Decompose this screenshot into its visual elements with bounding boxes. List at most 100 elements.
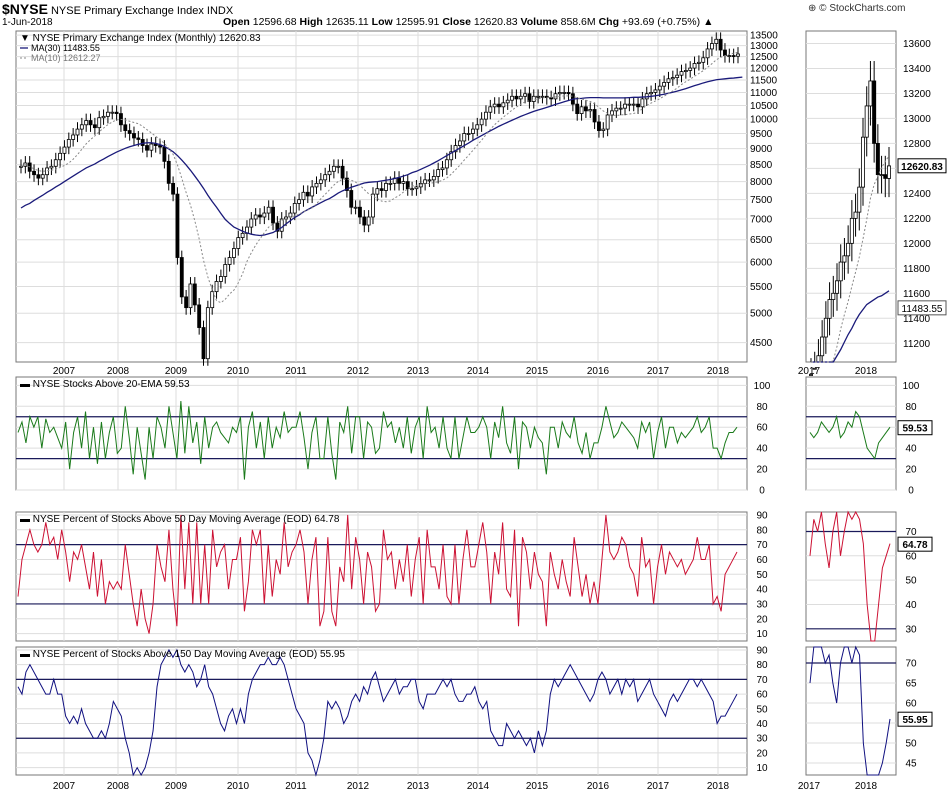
- zoom-tick-label: 30: [905, 624, 917, 635]
- panel-frame: [15, 511, 748, 642]
- candle-body: [201, 327, 206, 360]
- candle-body: [145, 145, 149, 151]
- candle-body: [410, 188, 415, 191]
- year-label: 2012: [347, 781, 370, 792]
- year-label: 2015: [526, 781, 549, 792]
- zoom-price-tick-label: 13600: [903, 39, 931, 50]
- zoom-candle-body: [857, 186, 862, 213]
- zoom-tick-label: 0: [908, 486, 914, 497]
- candle-body: [666, 78, 671, 83]
- tick-label: 60: [756, 690, 768, 701]
- zoom-tick-label: 60: [905, 699, 917, 710]
- price-tick-label: 8500: [750, 160, 773, 171]
- indicator-title: ▬ NYSE Percent of Stocks Above 150 Day M…: [20, 649, 345, 660]
- candle-body: [171, 182, 176, 195]
- tick-label: 40: [756, 719, 768, 730]
- year-label: 2014: [467, 366, 490, 377]
- zoom-candle-body: [812, 367, 817, 370]
- candle-body: [205, 307, 210, 360]
- source-label: ⊕ © StockCharts.com: [808, 3, 905, 14]
- year-label: 2014: [467, 781, 490, 792]
- candle-body: [514, 95, 519, 100]
- zoom-price-tick-label: 12800: [903, 139, 931, 150]
- candle-body: [336, 165, 341, 168]
- zoom-candle-body: [879, 174, 884, 177]
- candle-body: [127, 130, 132, 134]
- ohlc-row: Open 12596.68 High 12635.11 Low 12595.91…: [223, 16, 713, 28]
- candle-body: [175, 193, 180, 258]
- zoom-year-label: 2017: [798, 366, 821, 377]
- zoom-candle-body: [842, 255, 847, 263]
- candle-body: [79, 124, 84, 130]
- candle-body: [718, 38, 723, 51]
- candle-body: [427, 179, 432, 182]
- tick-label: 30: [756, 734, 768, 745]
- zoom-indicator-line: [809, 410, 891, 460]
- volume-value: 858.6M: [560, 16, 596, 28]
- zoom-price-tick-label: 11400: [903, 314, 931, 325]
- candle-body: [688, 67, 693, 71]
- last-value-label: 64.78: [902, 540, 927, 551]
- candle-body: [358, 206, 362, 218]
- zoom-panel-frame: [805, 646, 897, 776]
- candle-body: [531, 95, 536, 102]
- candle-body: [19, 165, 23, 168]
- ma30-last-label: 11483.55: [902, 304, 943, 315]
- zoom-ma10-line: [811, 155, 890, 363]
- zoom-price-tick-label: 13400: [903, 64, 931, 75]
- zoom-price-tick-label: 12000: [903, 239, 931, 250]
- candle-body: [97, 117, 102, 129]
- zoom-candle-body: [887, 165, 892, 179]
- candle-body: [649, 92, 654, 95]
- chg-label: Chg: [598, 16, 619, 28]
- price-tick-label: 6500: [750, 235, 773, 246]
- candle-body: [610, 110, 614, 116]
- candle-body: [232, 248, 236, 258]
- tick-label: 20: [756, 614, 768, 625]
- zoom-tick-label: 45: [905, 759, 917, 770]
- candle-body: [314, 182, 319, 188]
- year-label: 2011: [285, 781, 307, 792]
- candle-body: [162, 146, 167, 162]
- candle-body: [166, 160, 171, 184]
- indicator-title: ▬ NYSE Percent of Stocks Above 50 Day Mo…: [20, 514, 340, 525]
- candle-body: [32, 170, 36, 176]
- candle-body: [362, 216, 367, 226]
- ma10-legend: MA(10) 12612.27: [31, 53, 101, 63]
- candle-body: [601, 128, 606, 131]
- year-label: 2015: [526, 366, 549, 377]
- candle-body: [327, 170, 332, 176]
- candle-body: [262, 212, 267, 218]
- candle-body: [710, 43, 714, 50]
- ma10-line: [20, 51, 739, 304]
- candle-body: [340, 165, 345, 179]
- zoom-candle-body: [827, 299, 832, 319]
- candle-body: [158, 145, 162, 148]
- tick-label: 60: [756, 555, 768, 566]
- candle-body: [505, 99, 510, 104]
- price-tick-label: 5000: [750, 309, 773, 320]
- candle-body: [592, 109, 597, 123]
- candle-body: [723, 49, 727, 56]
- up-arrow-icon: ▲: [703, 16, 714, 28]
- candle-body: [627, 103, 632, 106]
- candle-body: [266, 206, 271, 214]
- zoom-tick-label: 20: [905, 465, 917, 476]
- price-tick-label: 9000: [750, 144, 773, 155]
- date-label: 1-Jun-2018: [2, 17, 53, 28]
- tick-label: 70: [756, 540, 768, 551]
- year-label: 2007: [53, 366, 76, 377]
- candle-body: [444, 159, 449, 169]
- candle-body: [53, 159, 58, 167]
- candle-body: [375, 188, 380, 195]
- candle-body: [518, 95, 523, 100]
- year-label: 2010: [227, 366, 250, 377]
- candle-body: [110, 111, 115, 114]
- tick-label: 40: [756, 585, 768, 596]
- zoom-candle-body: [883, 174, 888, 179]
- price-tick-label: 11500: [750, 76, 778, 87]
- candle-body: [71, 134, 76, 140]
- candle-body: [258, 214, 262, 218]
- price-tick-label: 4500: [750, 338, 773, 349]
